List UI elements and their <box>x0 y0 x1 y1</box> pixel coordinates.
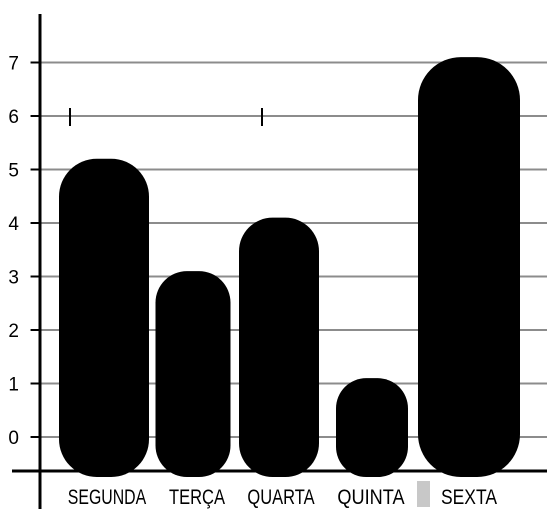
y-tick-label-7: 7 <box>8 54 19 75</box>
x-category-label-terça: TERÇA <box>169 486 225 509</box>
y-tick-label-2: 2 <box>8 321 19 342</box>
x-category-label-sexta: SEXTA <box>441 486 497 509</box>
y-tick-label-4: 4 <box>8 214 19 235</box>
x-axis-category-labels: SEGUNDA TERÇA QUARTA QUINTA SEXTA <box>68 481 497 509</box>
bars <box>59 57 520 478</box>
y-tick-label-3: 3 <box>8 268 19 289</box>
x-category-label-quarta: QUARTA <box>247 486 314 509</box>
x-category-label-segunda: SEGUNDA <box>68 486 146 509</box>
y-tick-label-6: 6 <box>8 107 19 128</box>
y-axis-tick-labels: 0 1 2 3 4 5 6 7 <box>8 54 19 450</box>
bar-quarta <box>239 217 319 477</box>
bar-quinta <box>336 378 408 477</box>
axes <box>12 14 547 509</box>
bar-terça <box>155 271 231 477</box>
x-category-label-quinta: QUINTA <box>337 486 404 509</box>
y-tick-label-1: 1 <box>8 375 19 396</box>
bar-sexta <box>418 57 520 478</box>
y-tick-label-0: 0 <box>8 428 19 449</box>
bar-segunda <box>59 158 149 478</box>
gap-marker <box>417 481 430 507</box>
y-tick-label-5: 5 <box>8 161 19 182</box>
